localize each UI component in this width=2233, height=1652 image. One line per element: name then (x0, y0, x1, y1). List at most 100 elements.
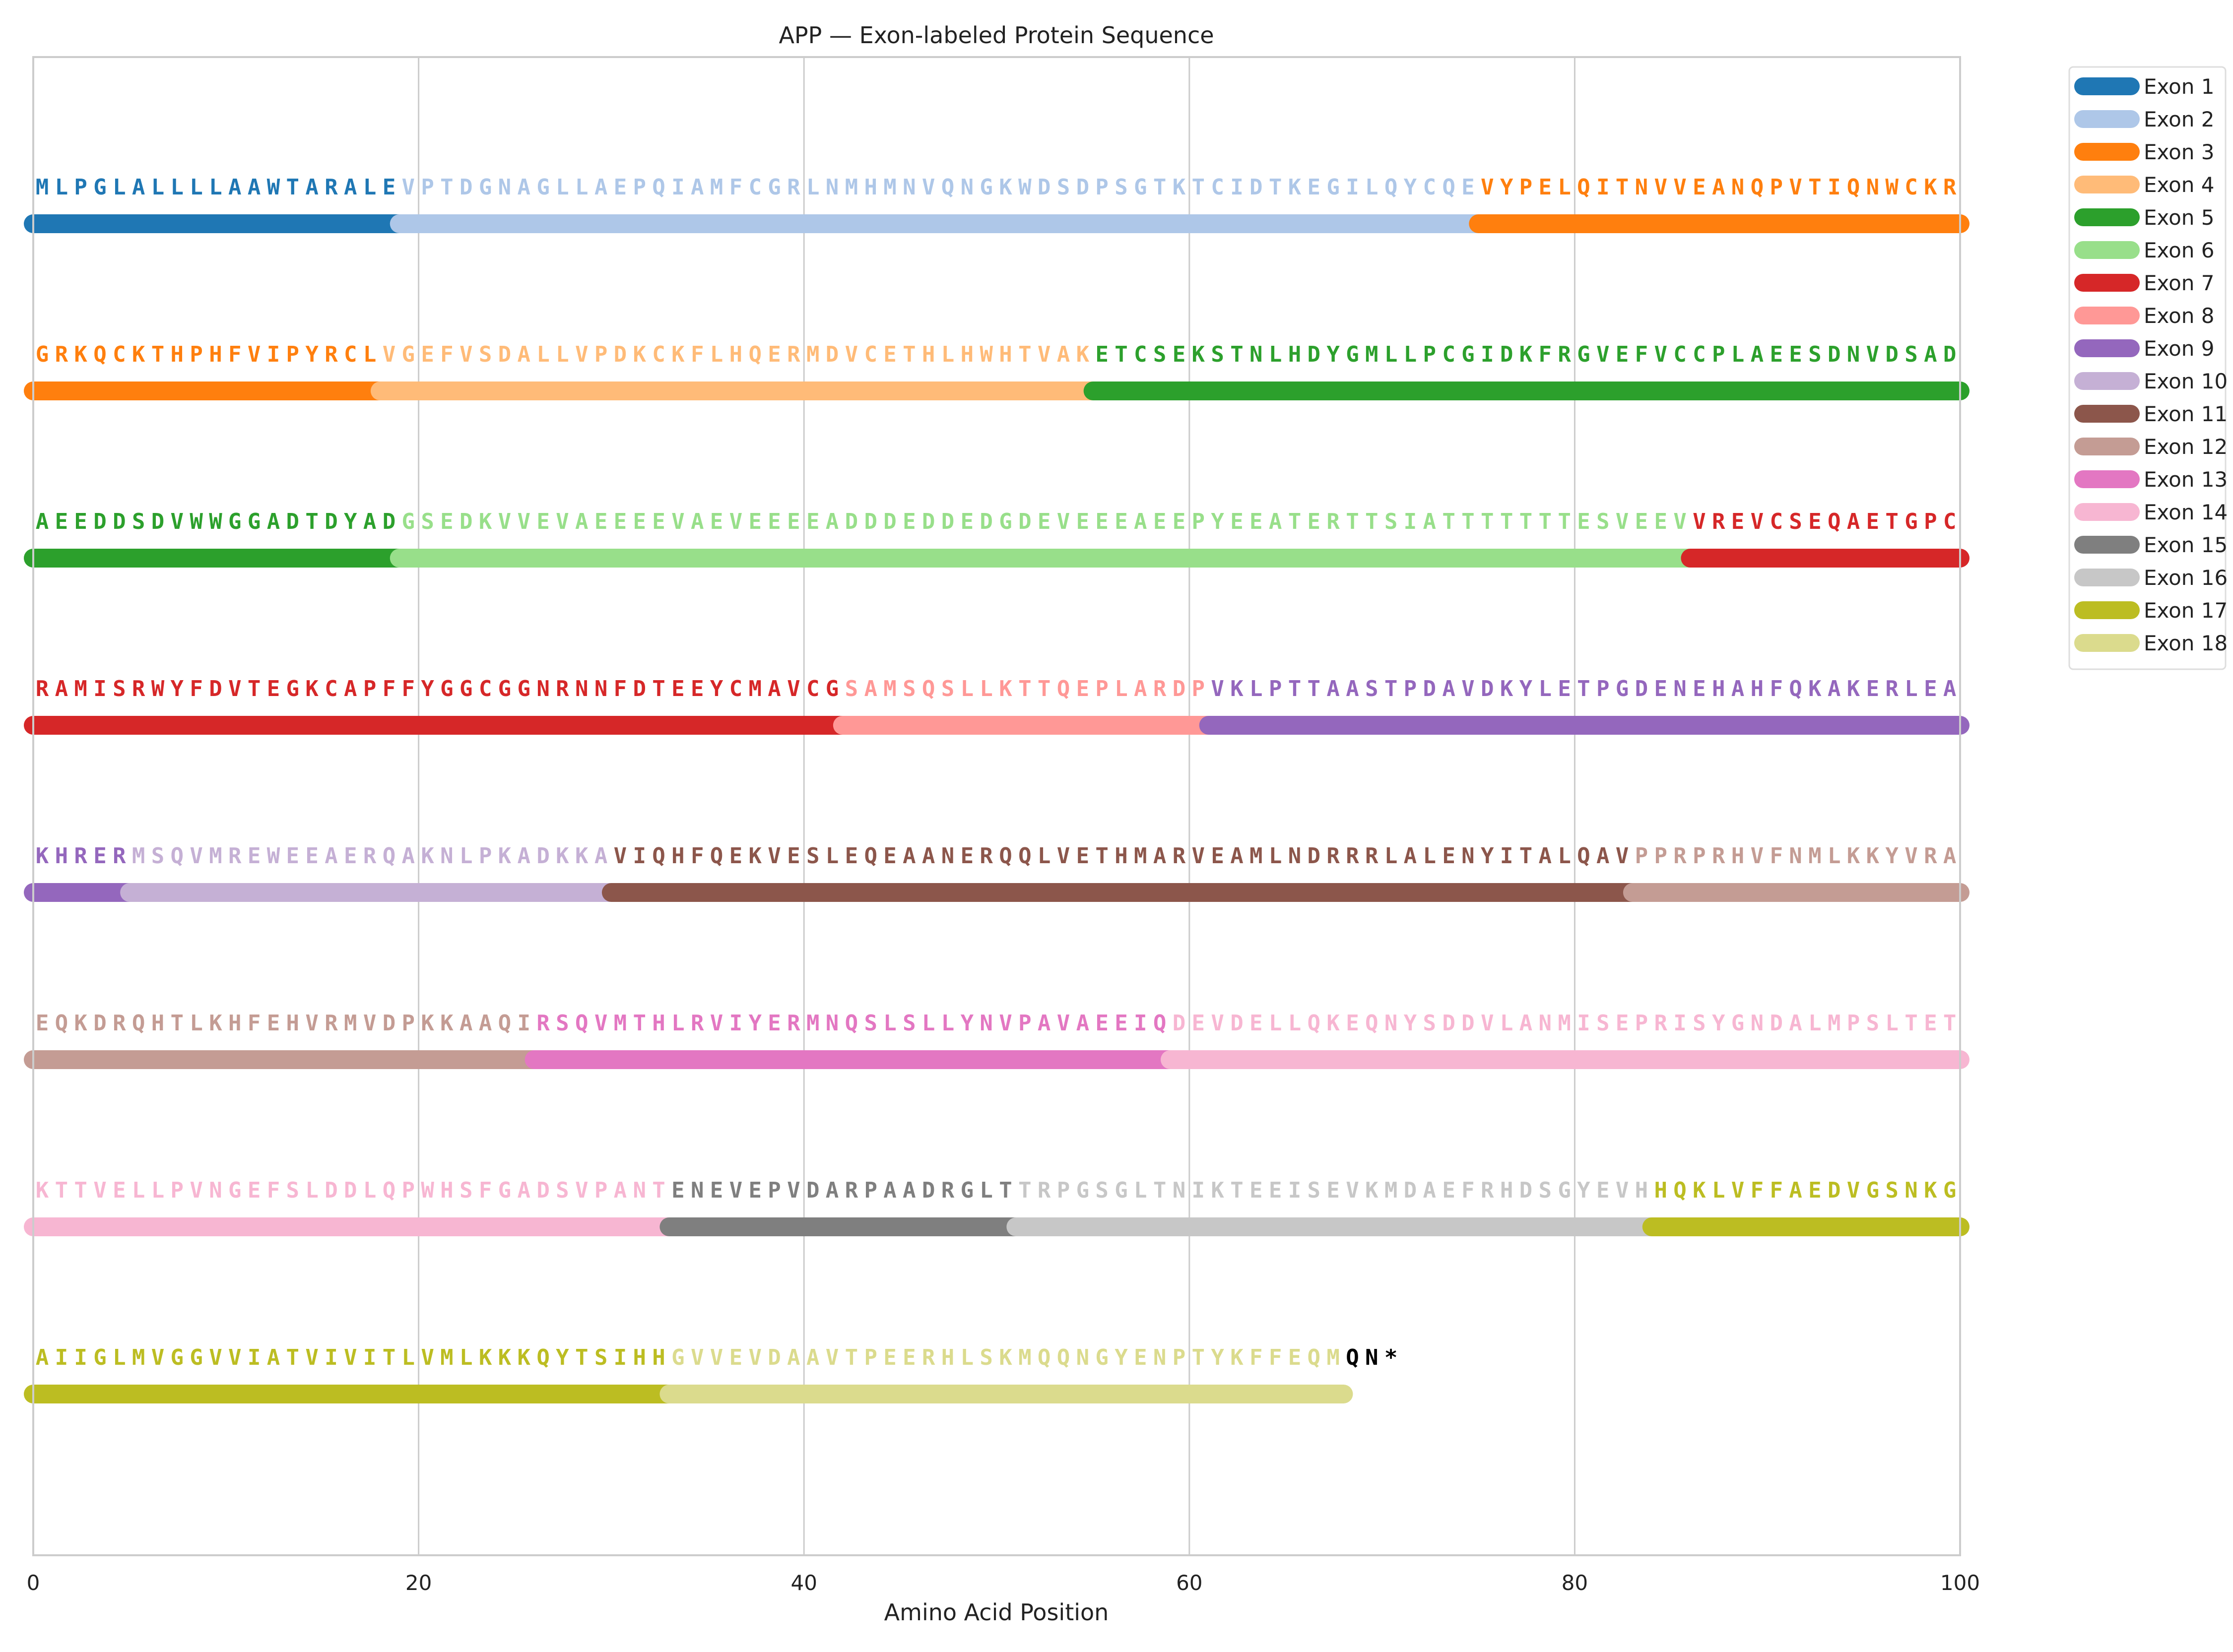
residue-letter: D (1308, 342, 1321, 367)
residue-letter: C (113, 342, 126, 367)
residue-letter: E (1076, 843, 1090, 869)
residue-letter: K (1924, 1178, 1937, 1203)
residue-letter: N (691, 1178, 704, 1203)
residue-letter: N (440, 843, 454, 869)
residue-letter: E (1153, 509, 1167, 534)
residue-letter: F (1249, 1345, 1263, 1370)
residue-letter: Q (748, 342, 762, 367)
residue-letter: K (999, 676, 1012, 701)
residue-letter: Y (1404, 1011, 1417, 1036)
residue-letter: I (1596, 175, 1610, 200)
residue-letter: M (1828, 1011, 1841, 1036)
residue-letter: G (536, 175, 550, 200)
residue-letter: A (691, 509, 704, 534)
residue-letter: I (93, 676, 107, 701)
residue-letter: T (1230, 342, 1244, 367)
residue-letter: A (1404, 843, 1417, 869)
residue-letter: S (903, 1011, 916, 1036)
residue-letter: G (1577, 342, 1590, 367)
residue-letter: E (903, 509, 916, 534)
residue-letter: E (1038, 509, 1051, 534)
residue-letter: I (325, 1345, 338, 1370)
residue-letter: V (922, 175, 935, 200)
residue-letter: F (1269, 1345, 1282, 1370)
residue-letter: R (1558, 342, 1571, 367)
residue-letter: D (1461, 1011, 1475, 1036)
residue-letter: E (74, 509, 87, 534)
residue-letter: A (267, 509, 280, 534)
residue-letter: Q (1057, 676, 1070, 701)
residue-letter: M (1018, 1345, 1032, 1370)
residue-letter: P (1693, 843, 1706, 869)
residue-letter: A (1943, 676, 1957, 701)
residue-letter: K (1173, 175, 1186, 200)
residue-letter: E (1866, 509, 1880, 534)
residue-letter: D (768, 1345, 781, 1370)
residue-letter: M (1134, 843, 1147, 869)
residue-letter: V (383, 342, 396, 367)
residue-letter: P (864, 1345, 877, 1370)
residue-letter: L (363, 175, 377, 200)
residue-letter: P (1635, 1011, 1648, 1036)
residue-letter: N (1249, 342, 1263, 367)
residue-letter: S (1365, 676, 1379, 701)
residue-letter: G (402, 342, 415, 367)
residue-letter: C (1770, 509, 1783, 534)
residue-letter: P (1095, 175, 1109, 200)
residue-letter: Q (864, 843, 877, 869)
residue-letter: L (1134, 1178, 1147, 1203)
residue-letter: E (383, 175, 396, 200)
residue-letter: V (1057, 1011, 1070, 1036)
residue-letter: P (1519, 175, 1533, 200)
residue-letter: V (1211, 1011, 1224, 1036)
residue-letter: D (93, 1011, 107, 1036)
residue-letter: K (305, 676, 319, 701)
residue-letter: H (922, 342, 935, 367)
residue-letter: E (1076, 509, 1090, 534)
residue-letter: N (1847, 342, 1860, 367)
residue-letter: C (1423, 175, 1437, 200)
residue-letter: E (305, 843, 319, 869)
residue-letter: E (1789, 342, 1802, 367)
residue-letter: P (1018, 1011, 1032, 1036)
residue-letter: E (1461, 175, 1475, 200)
residue-letter: K (633, 342, 646, 367)
residue-letter: S (151, 843, 165, 869)
residue-letter: N (1173, 1178, 1186, 1203)
residue-letter: M (1365, 342, 1379, 367)
residue-letter: N (1076, 1345, 1090, 1370)
residue-letter: G (1134, 175, 1147, 200)
residue-letter: Y (1519, 676, 1533, 701)
residue-letter: G (1731, 1011, 1745, 1036)
residue-letter: D (1230, 1011, 1244, 1036)
residue-letter: D (1076, 175, 1090, 200)
residue-letter: T (1500, 509, 1513, 534)
legend-label: Exon 8 (2144, 304, 2215, 328)
residue-letter: H (1500, 1178, 1513, 1203)
residue-letter: Y (171, 676, 184, 701)
residue-letter: V (787, 1178, 800, 1203)
residue-letter: D (325, 1178, 338, 1203)
residue-letter: V (575, 342, 589, 367)
residue-letter: V (748, 1345, 762, 1370)
residue-letter: P (768, 1178, 781, 1203)
residue-letter: K (498, 843, 512, 869)
residue-letter: A (1230, 843, 1244, 869)
residue-letter: A (1828, 676, 1841, 701)
residue-letter: N (1673, 676, 1687, 701)
residue-letter: V (556, 509, 569, 534)
residue-letter: C (1134, 342, 1147, 367)
residue-letter: F (479, 1178, 492, 1203)
residue-letter: P (594, 1178, 608, 1203)
residue-letter: L (363, 1178, 377, 1203)
residue-letter: I (363, 1345, 377, 1370)
residue-letter: Y (1404, 175, 1417, 200)
residue-letter: R (1365, 843, 1379, 869)
residue-letter: E (787, 509, 800, 534)
residue-letter: V (151, 1345, 165, 1370)
plot-frame (32, 56, 1961, 1556)
residue-letter: S (1789, 509, 1802, 534)
residue-letter: V (93, 1178, 107, 1203)
residue-letter: A (1789, 1178, 1802, 1203)
residue-letter: G (498, 676, 512, 701)
